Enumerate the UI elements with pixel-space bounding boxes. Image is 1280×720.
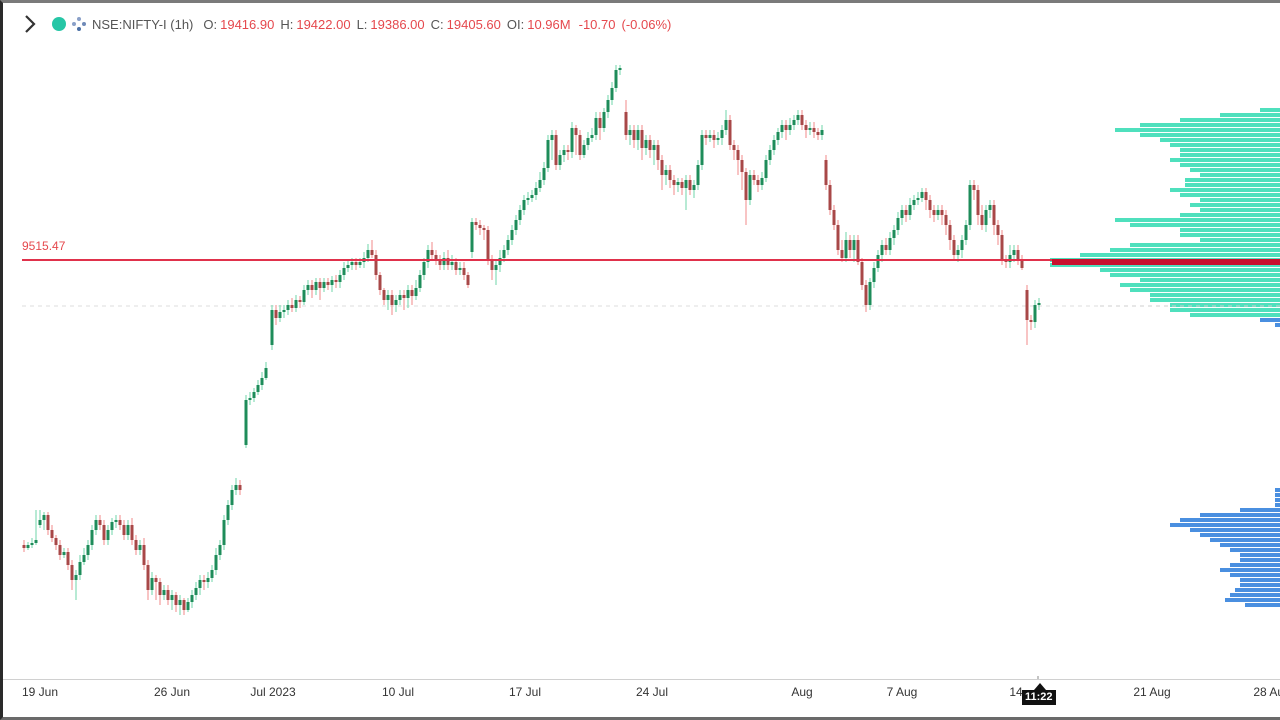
volume-profile (1050, 108, 1280, 607)
market-status-dot (52, 17, 66, 31)
change-percent: (-0.06%) (621, 16, 672, 32)
change-value: -10.70 (578, 16, 616, 32)
time-axis-tick-label: 17 Jul (508, 685, 542, 699)
open-value: 19416.90 (220, 16, 275, 32)
open-label: O: (203, 16, 218, 32)
chart-legend: NSE:NIFTY-I (1h) O: 19416.90 H: 19422.00… (22, 12, 675, 36)
time-axis-tick-label: 14 (1009, 685, 1023, 699)
time-axis-tick-label: 21 Aug (1133, 685, 1171, 699)
time-axis-tick-label: 24 Jul (635, 685, 669, 699)
close-value: 19405.60 (446, 16, 501, 32)
time-axis-tick-label: 28 Aug (1253, 685, 1280, 699)
low-label: L: (356, 16, 368, 32)
time-axis-tick-label: 26 Jun (153, 685, 191, 699)
time-axis-tick-label: 19 Jun (21, 685, 59, 699)
oi-value: 10.96M (527, 16, 571, 32)
close-label: C: (430, 16, 444, 32)
symbol-title[interactable]: NSE:NIFTY-I (1h) (92, 16, 194, 32)
time-axis-tick-label: 10 Jul (381, 685, 415, 699)
oi-label: OI: (506, 16, 525, 32)
high-value: 19422.00 (296, 16, 351, 32)
horizontal-line-price-label: 9515.47 (22, 239, 66, 253)
crosshair-time-label: 11:22 (1022, 683, 1056, 705)
data-provider-icon (72, 17, 86, 31)
time-axis-tick-label: Aug (791, 685, 813, 699)
time-axis-tick-label: 7 Aug (886, 685, 918, 699)
time-axis-line (3, 679, 1280, 680)
time-axis-tick-label: Jul 2023 (250, 685, 296, 699)
chevron-right-icon[interactable] (22, 13, 38, 35)
low-value: 19386.00 (370, 16, 425, 32)
high-label: H: (280, 16, 294, 32)
candlestick-series (22, 65, 1041, 615)
